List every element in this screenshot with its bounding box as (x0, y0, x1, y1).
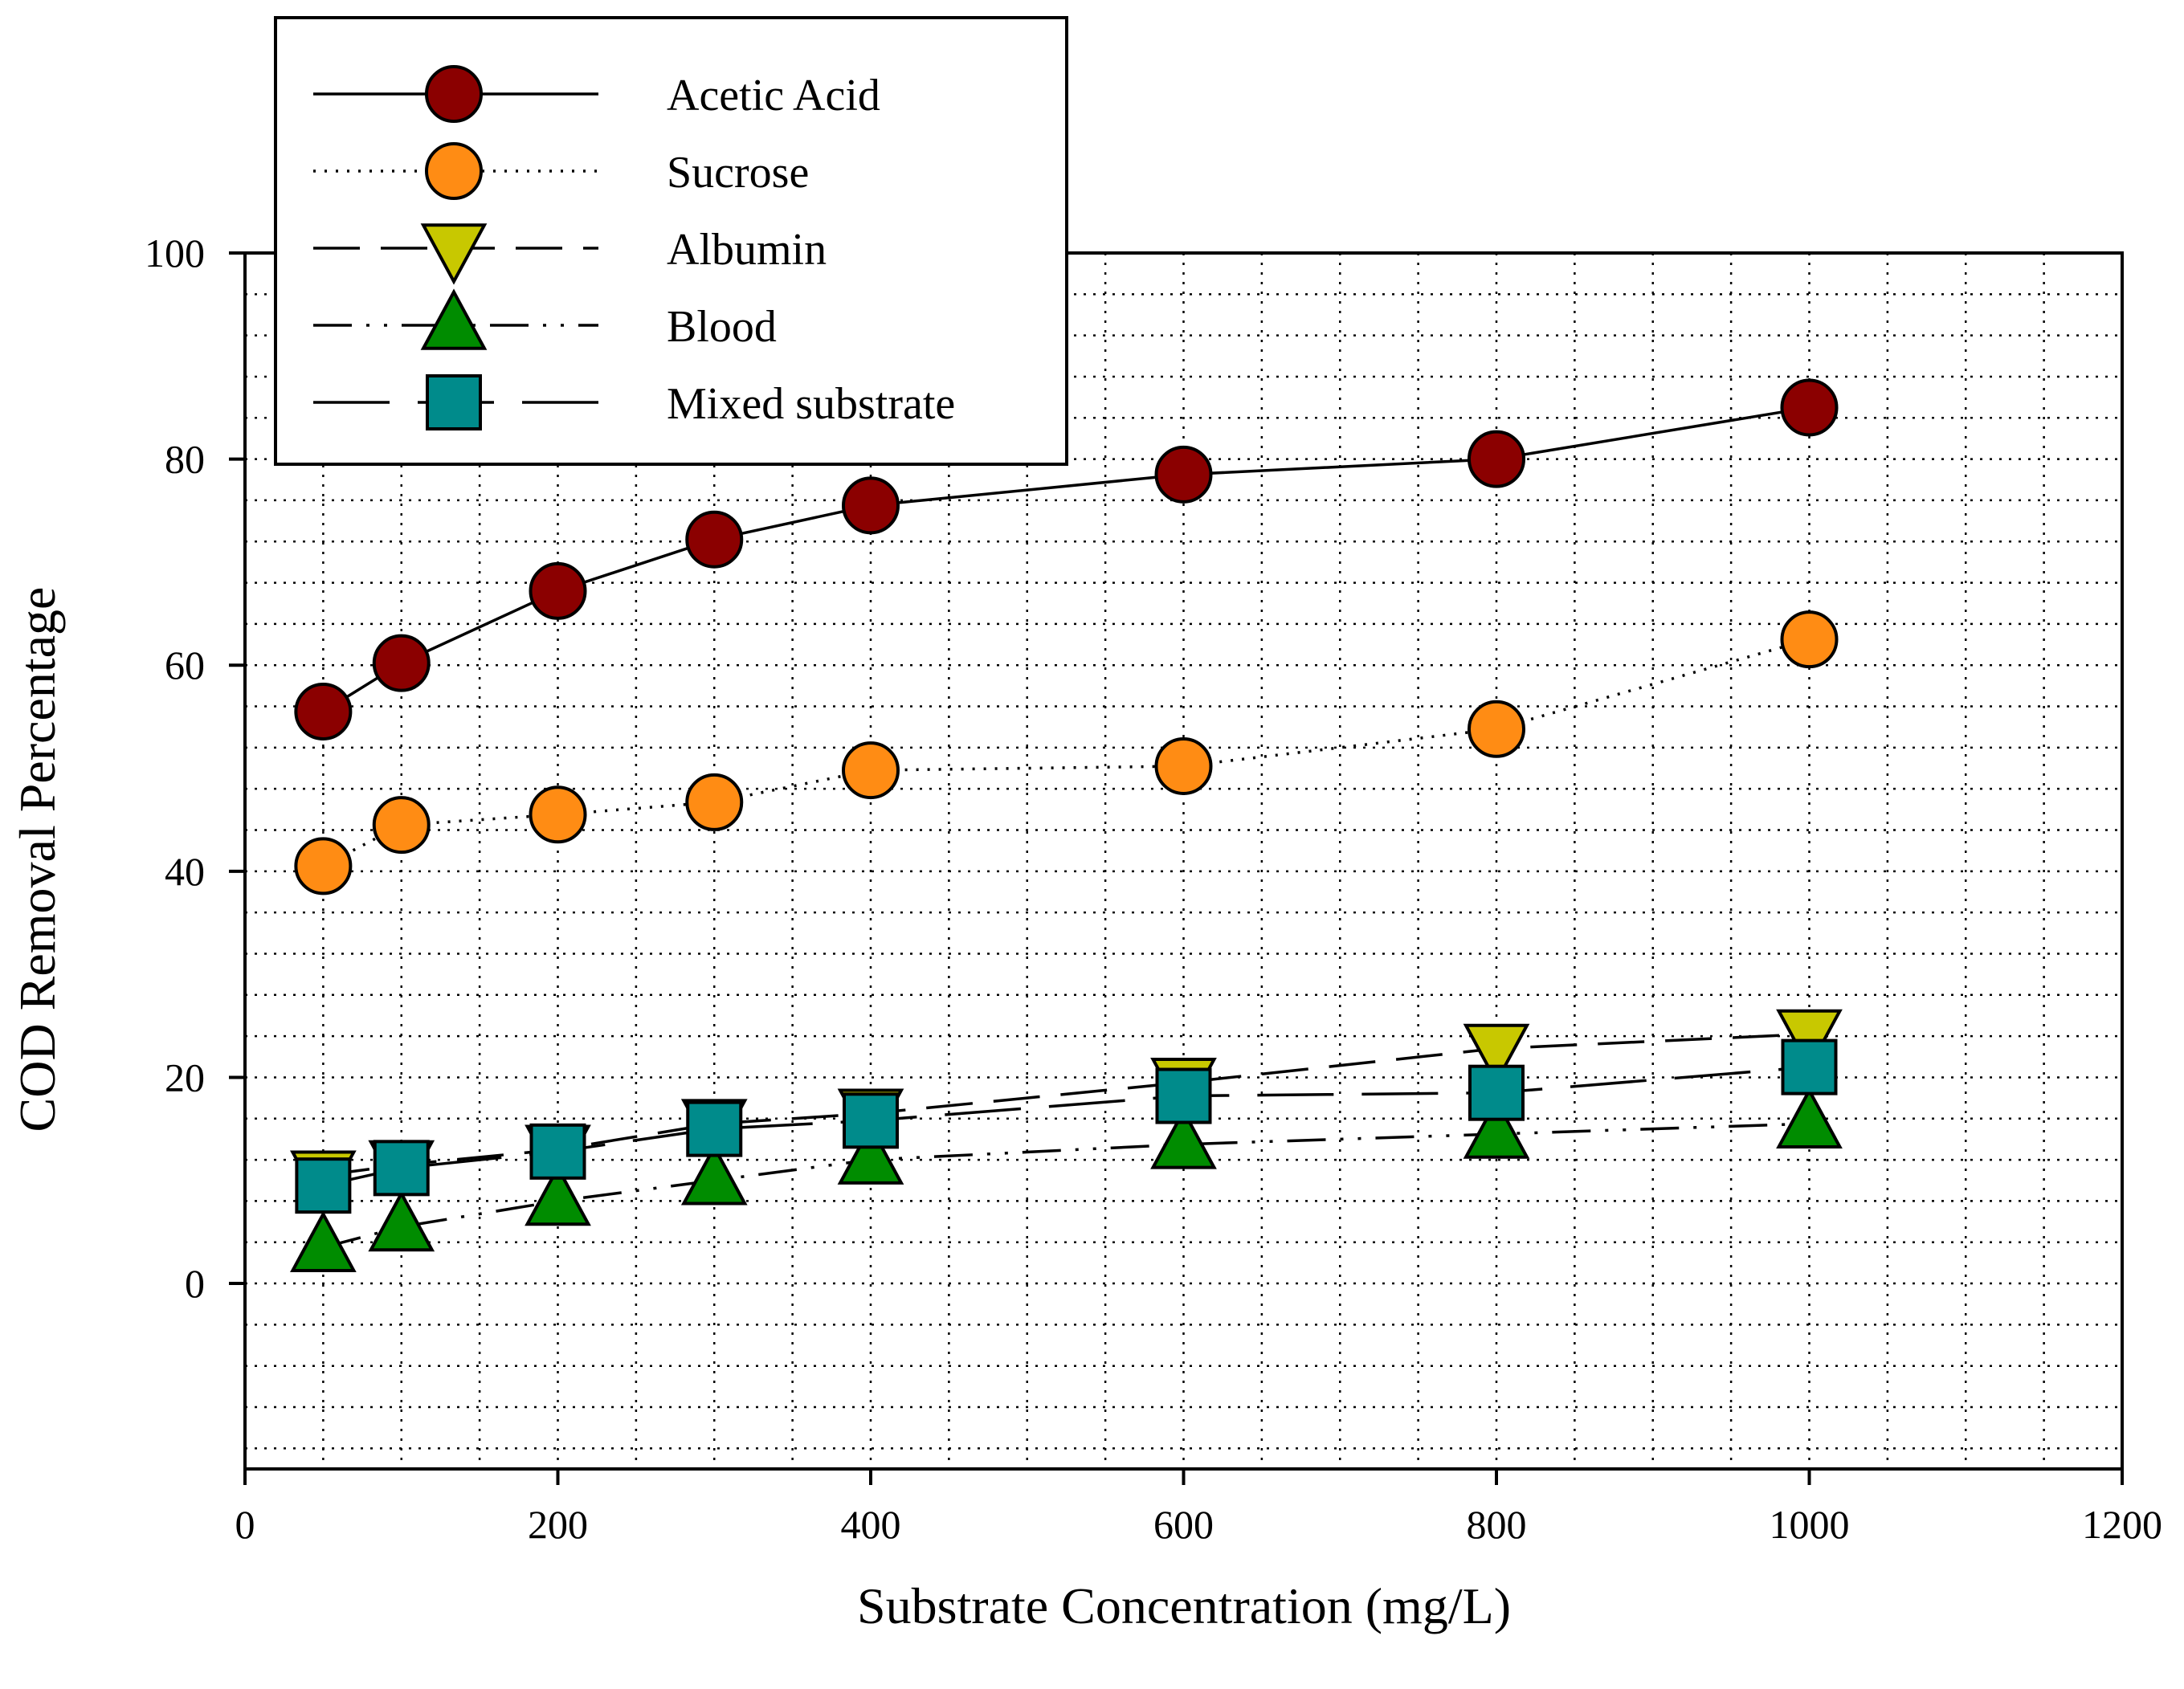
x-tick-label: 200 (528, 1502, 588, 1547)
data-point-acetic-acid (1154, 445, 1213, 504)
data-point-mixed-substrate (373, 1140, 430, 1197)
data-point-blood (1150, 1108, 1217, 1169)
data-point-blood (525, 1164, 591, 1226)
data-point-blood (290, 1210, 357, 1272)
data-point-blood (1776, 1087, 1843, 1148)
x-tick-label: 1000 (1770, 1502, 1850, 1547)
axis-ticks: 0 200 400 600 800 1000 1200 0 20 40 60 80 100 (145, 231, 2162, 1547)
legend-marker-sucrose (425, 142, 483, 200)
data-point-sucrose (842, 741, 900, 800)
data-point-acetic-acid (1780, 378, 1839, 437)
data-point-blood (837, 1123, 904, 1185)
y-tick-label: 60 (165, 643, 205, 687)
x-tick-label: 800 (1467, 1502, 1527, 1547)
data-series (290, 378, 1843, 1272)
data-point-albumin (1463, 1023, 1530, 1086)
data-point-acetic-acid (842, 476, 900, 535)
legend-label-albumin: Albumin (667, 225, 827, 275)
x-tick-label: 600 (1153, 1502, 1214, 1547)
legend-label-blood: Blood (667, 302, 777, 352)
data-point-acetic-acid (685, 510, 744, 569)
y-tick-label: 0 (185, 1261, 205, 1306)
data-point-acetic-acid (294, 682, 353, 740)
data-point-acetic-acid (372, 634, 431, 692)
x-tick-label: 0 (235, 1502, 255, 1547)
data-point-blood (1463, 1097, 1530, 1159)
data-point-mixed-substrate (1468, 1064, 1525, 1121)
data-point-sucrose (372, 796, 431, 855)
x-tick-label: 1200 (2082, 1502, 2162, 1547)
x-tick-label: 400 (841, 1502, 901, 1547)
series-line-blood (322, 1122, 1810, 1249)
data-point-blood (680, 1144, 748, 1206)
legend-label-mixed-substrate: Mixed substrate (667, 379, 955, 429)
data-point-sucrose (1468, 700, 1525, 758)
data-point-sucrose (1780, 610, 1839, 669)
legend-marker-albumin (420, 223, 488, 285)
data-point-acetic-acid (529, 561, 587, 620)
y-tick-label: 40 (165, 849, 205, 894)
data-point-sucrose (294, 837, 353, 895)
data-point-sucrose (529, 785, 587, 844)
data-point-acetic-acid (1468, 430, 1525, 488)
data-point-mixed-substrate (295, 1157, 352, 1214)
legend-label-sucrose: Sucrose (667, 148, 809, 198)
legend-label-acetic-acid: Acetic Acid (667, 71, 880, 120)
legend-marker-blood (420, 288, 488, 350)
legend: Acetic Acid Sucrose Albumin Blood Mixed subs… (274, 16, 1068, 466)
data-point-mixed-substrate (1155, 1067, 1212, 1124)
y-axis-title: COD Removal Percentage (9, 587, 66, 1132)
data-point-mixed-substrate (843, 1092, 899, 1149)
data-point-mixed-substrate (1781, 1038, 1838, 1095)
data-point-sucrose (1154, 736, 1213, 795)
data-point-mixed-substrate (529, 1123, 586, 1180)
legend-box (274, 16, 1068, 466)
y-tick-label: 80 (165, 437, 205, 482)
y-tick-label: 100 (145, 231, 205, 275)
data-point-mixed-substrate (686, 1100, 743, 1157)
legend-marker-mixed-substrate (426, 374, 482, 430)
data-point-sucrose (685, 773, 744, 831)
y-tick-label: 20 (165, 1055, 205, 1099)
x-axis-title: Substrate Concentration (mg/L) (857, 1577, 1511, 1634)
data-point-blood (368, 1189, 435, 1252)
legend-marker-acetic-acid (425, 65, 483, 123)
